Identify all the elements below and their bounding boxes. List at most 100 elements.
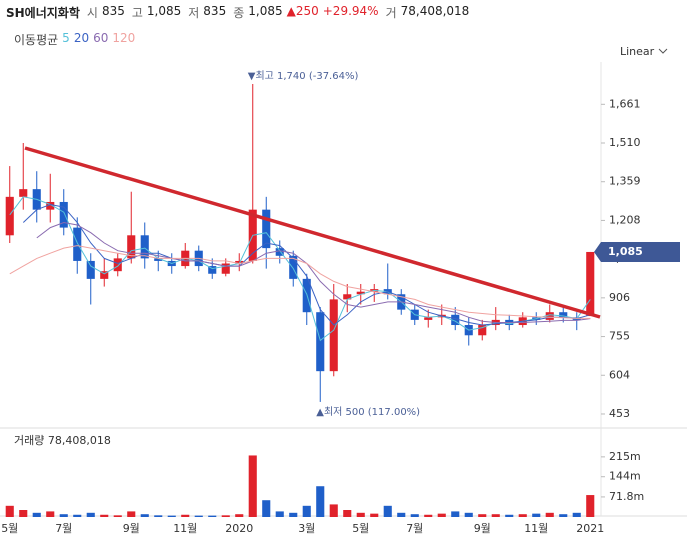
quote-value: 78,408,018 — [400, 4, 470, 18]
quote-key: 시 — [86, 6, 98, 20]
quote-key: 종 — [233, 6, 245, 20]
volume-bar — [343, 510, 352, 517]
x-tick-label: 2020 — [225, 522, 253, 535]
volume-bar — [73, 514, 82, 517]
volume-bar — [235, 514, 244, 517]
legend-title: 이동평균 — [14, 33, 59, 47]
change-pct: +29.94% — [322, 4, 379, 18]
volume-bar — [478, 514, 487, 517]
quote-value: 835 — [203, 4, 227, 18]
volume-bar — [586, 495, 595, 517]
low-annotation: ▲최저 500 (117.00%) — [316, 406, 420, 418]
volume-bar — [262, 500, 271, 517]
volume-bar — [370, 513, 379, 517]
last-price-label: 1,085 — [608, 245, 643, 258]
legend-entry: 20 — [73, 31, 90, 45]
volume-bar — [113, 515, 122, 517]
y-tick-label: 1,208 — [609, 213, 641, 226]
y-tick-label: 906 — [609, 291, 630, 304]
quote-value: 835 — [101, 4, 125, 18]
moving-average — [9, 245, 591, 319]
legend-entry: 5 — [62, 31, 70, 45]
x-tick-label: 7월 — [406, 522, 423, 535]
volume-bar — [316, 486, 325, 517]
moving-average — [36, 221, 591, 323]
candle-body — [451, 314, 460, 326]
x-tick-label: 9월 — [123, 522, 140, 535]
volume-bar — [451, 511, 460, 517]
volume-title: 거래량 78,408,018 — [14, 434, 111, 447]
x-tick-label: 5월 — [352, 522, 369, 535]
volume-bar — [140, 514, 149, 517]
candle-body — [46, 201, 55, 210]
quote-key: 저 — [188, 6, 200, 20]
dropdown-icon[interactable] — [658, 48, 668, 54]
change: ▲250 — [286, 4, 319, 18]
volume-bar — [167, 515, 176, 517]
x-tick-label: 11월 — [524, 522, 548, 535]
stock-name: SH에너지화학 — [6, 6, 80, 20]
moving-average — [9, 196, 591, 342]
candle-body — [545, 312, 554, 320]
candle-body — [154, 258, 163, 261]
candle-body — [19, 189, 28, 197]
volume-bar — [464, 512, 473, 517]
candle-body — [316, 312, 325, 372]
volume-bar — [356, 512, 365, 517]
scale-selector[interactable]: Linear — [620, 45, 655, 58]
candle-body — [262, 209, 271, 249]
x-tick-label: 2021 — [576, 522, 604, 535]
volume-bar — [194, 515, 203, 517]
candle-body — [59, 201, 68, 228]
candle-body — [329, 299, 338, 372]
y-tick-label: 144m — [609, 470, 641, 483]
volume-bar — [383, 505, 392, 517]
candle-body — [73, 227, 82, 261]
y-tick-label: 1,661 — [609, 97, 641, 110]
candle-body — [100, 271, 109, 279]
candle-body — [140, 235, 149, 259]
trend-line — [24, 146, 601, 319]
volume-bar — [532, 513, 541, 517]
x-tick-label: 5월 — [1, 522, 18, 535]
legend-entry: 60 — [93, 31, 109, 45]
x-tick-label: 11월 — [173, 522, 197, 535]
volume-bar — [221, 515, 230, 517]
volume-bar — [437, 513, 446, 517]
candle-body — [127, 235, 136, 259]
y-tick-label: 71.8m — [609, 490, 644, 503]
x-tick-label: 7월 — [55, 522, 72, 535]
volume-bar — [19, 510, 28, 517]
volume-bar — [289, 512, 298, 517]
last-price-box — [594, 241, 680, 262]
volume-bar — [154, 515, 163, 517]
volume-bar — [46, 511, 55, 517]
candle-body — [86, 260, 95, 279]
volume-bar — [275, 511, 284, 517]
x-tick-label: 9월 — [474, 522, 491, 535]
volume-bar — [127, 511, 136, 517]
volume-bar — [410, 514, 419, 517]
candle-body — [235, 260, 244, 264]
y-tick-label: 755 — [609, 330, 630, 343]
volume-bar — [86, 512, 95, 517]
legend: 이동평균 5 20 60 120 — [14, 31, 135, 48]
candle-body — [356, 291, 365, 295]
high-annotation: ▼최고 1,740 (-37.64%) — [248, 70, 359, 82]
volume-bar — [545, 512, 554, 517]
y-tick-label: 453 — [609, 407, 630, 420]
candle-body — [113, 258, 122, 272]
volume-bar — [59, 514, 68, 517]
volume-bar — [181, 514, 190, 517]
volume-bar — [397, 512, 406, 517]
candle-body — [289, 255, 298, 279]
quote-key: 거 — [385, 6, 397, 20]
candle-body — [221, 263, 230, 274]
volume-bar — [559, 514, 568, 517]
y-tick-label: 215m — [609, 450, 641, 463]
quote-value: 1,085 — [248, 4, 283, 18]
volume-bar — [329, 504, 338, 517]
volume-bar — [424, 514, 433, 517]
legend-entry: 120 — [112, 31, 136, 45]
